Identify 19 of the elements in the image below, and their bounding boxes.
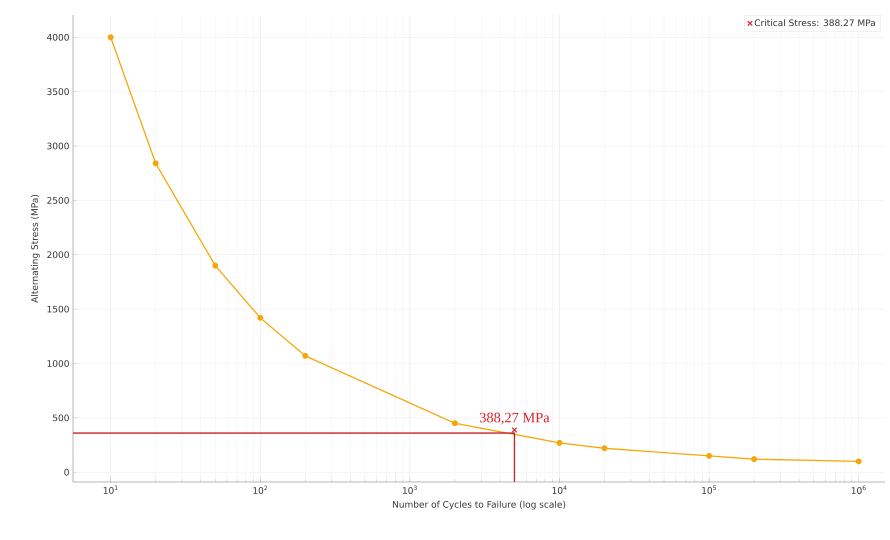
x-tick-label: 10$^{3}$ [402,486,417,494]
x-tick-label: 10$^{6}$ [852,486,866,494]
y-tick-label: 3000 [47,142,69,150]
x-axis-title: Number of Cycles to Failure (log scale) [392,500,566,510]
y-tick-label: 2500 [47,196,69,204]
y-tick-label: 0 [64,468,69,476]
y-tick-label: 3500 [47,88,69,96]
y-tick-label: 1500 [48,306,69,313]
y-tick-label: 500 [52,414,69,422]
y-tick-label: 4000 [47,34,69,41]
y-axis-title: Alternating Stress (MPa) [30,194,40,303]
y-tick-label: 2000 [47,251,69,258]
x-tick-label: 10$^{1}$ [104,486,118,494]
annotation: 388,27 MPa [480,412,550,424]
legend-label: Critical Stress: 388.27 MPa [754,19,875,26]
x-tick-label: 10$^{2}$ [253,486,268,494]
x-tick-label: 10$^{5}$ [702,486,716,494]
y-tick-label: 1000 [48,360,69,367]
x-tick-label: 10$^{4}$ [552,486,567,494]
